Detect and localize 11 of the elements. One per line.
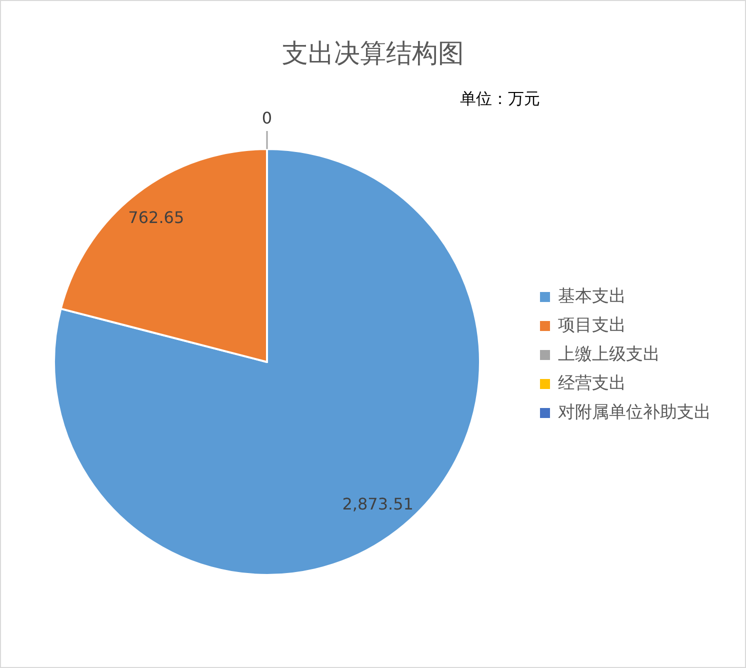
legend-label: 上缴上级支出	[558, 344, 660, 365]
pie-slice	[53, 148, 481, 576]
text: 单位：万元	[460, 89, 540, 108]
data-label: 762.65	[128, 208, 184, 228]
legend-label: 经营支出	[558, 374, 626, 394]
legend-label: 基本支出	[558, 286, 626, 307]
legend-label: 对附属单位补助支出	[558, 402, 711, 423]
chart-title: 支出决算结构图	[282, 39, 464, 69]
data-label: 2,873.51	[342, 494, 414, 514]
text: 0	[262, 108, 272, 128]
legend-label: 项目支出	[558, 316, 626, 336]
